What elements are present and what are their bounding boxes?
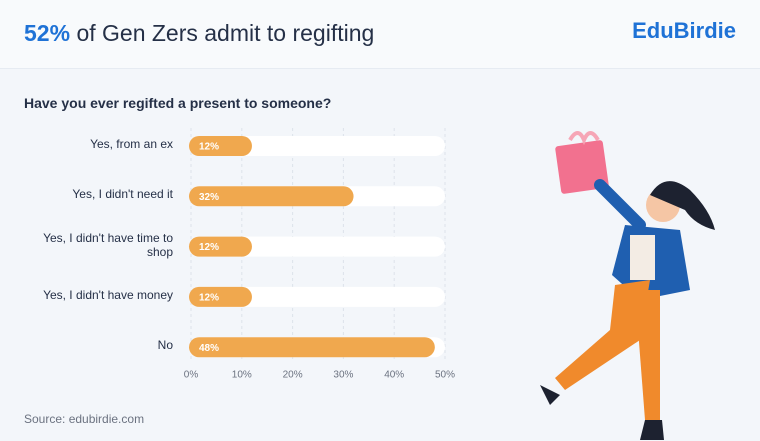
x-tick-label: 50% — [435, 370, 455, 381]
bar — [189, 337, 435, 358]
title-highlight: 52% — [24, 20, 71, 46]
x-tick-label: 40% — [384, 370, 404, 381]
bar — [189, 286, 252, 307]
category-label: No — [157, 338, 173, 353]
bar-track — [189, 286, 445, 307]
x-tick-label: 0% — [184, 370, 199, 381]
header: 52% of Gen Zers admit to regifting EduBi… — [0, 0, 760, 69]
brand: EduBirdie — [632, 18, 736, 43]
category-label: Yes, from an ex — [90, 137, 173, 151]
illustration — [540, 131, 715, 440]
category-label: Yes, I didn't have money — [43, 287, 173, 302]
value-label: 48% — [199, 343, 219, 354]
x-tick-label: 20% — [283, 370, 303, 381]
source: Source: edubirdie.com — [24, 412, 145, 426]
title: 52% of Gen Zers admit to regifting — [24, 20, 374, 47]
value-label: 12% — [199, 293, 219, 304]
bar-track — [189, 236, 445, 257]
category-label: Yes, I didn't have time to shop — [43, 230, 173, 259]
bar — [189, 236, 252, 257]
value-label: 32% — [199, 192, 219, 203]
value-label: 12% — [199, 242, 219, 253]
title-text: of Gen Zers admit to regifting — [76, 20, 375, 46]
x-tick-label: 10% — [232, 370, 252, 381]
value-label: 12% — [199, 142, 219, 153]
bar-track — [189, 136, 445, 156]
subtitle: Have you ever regifted a present to some… — [24, 95, 332, 111]
category-label: Yes, I didn't need it — [72, 187, 173, 202]
bar — [189, 136, 252, 156]
bar — [189, 186, 354, 207]
x-tick-label: 30% — [333, 370, 353, 381]
